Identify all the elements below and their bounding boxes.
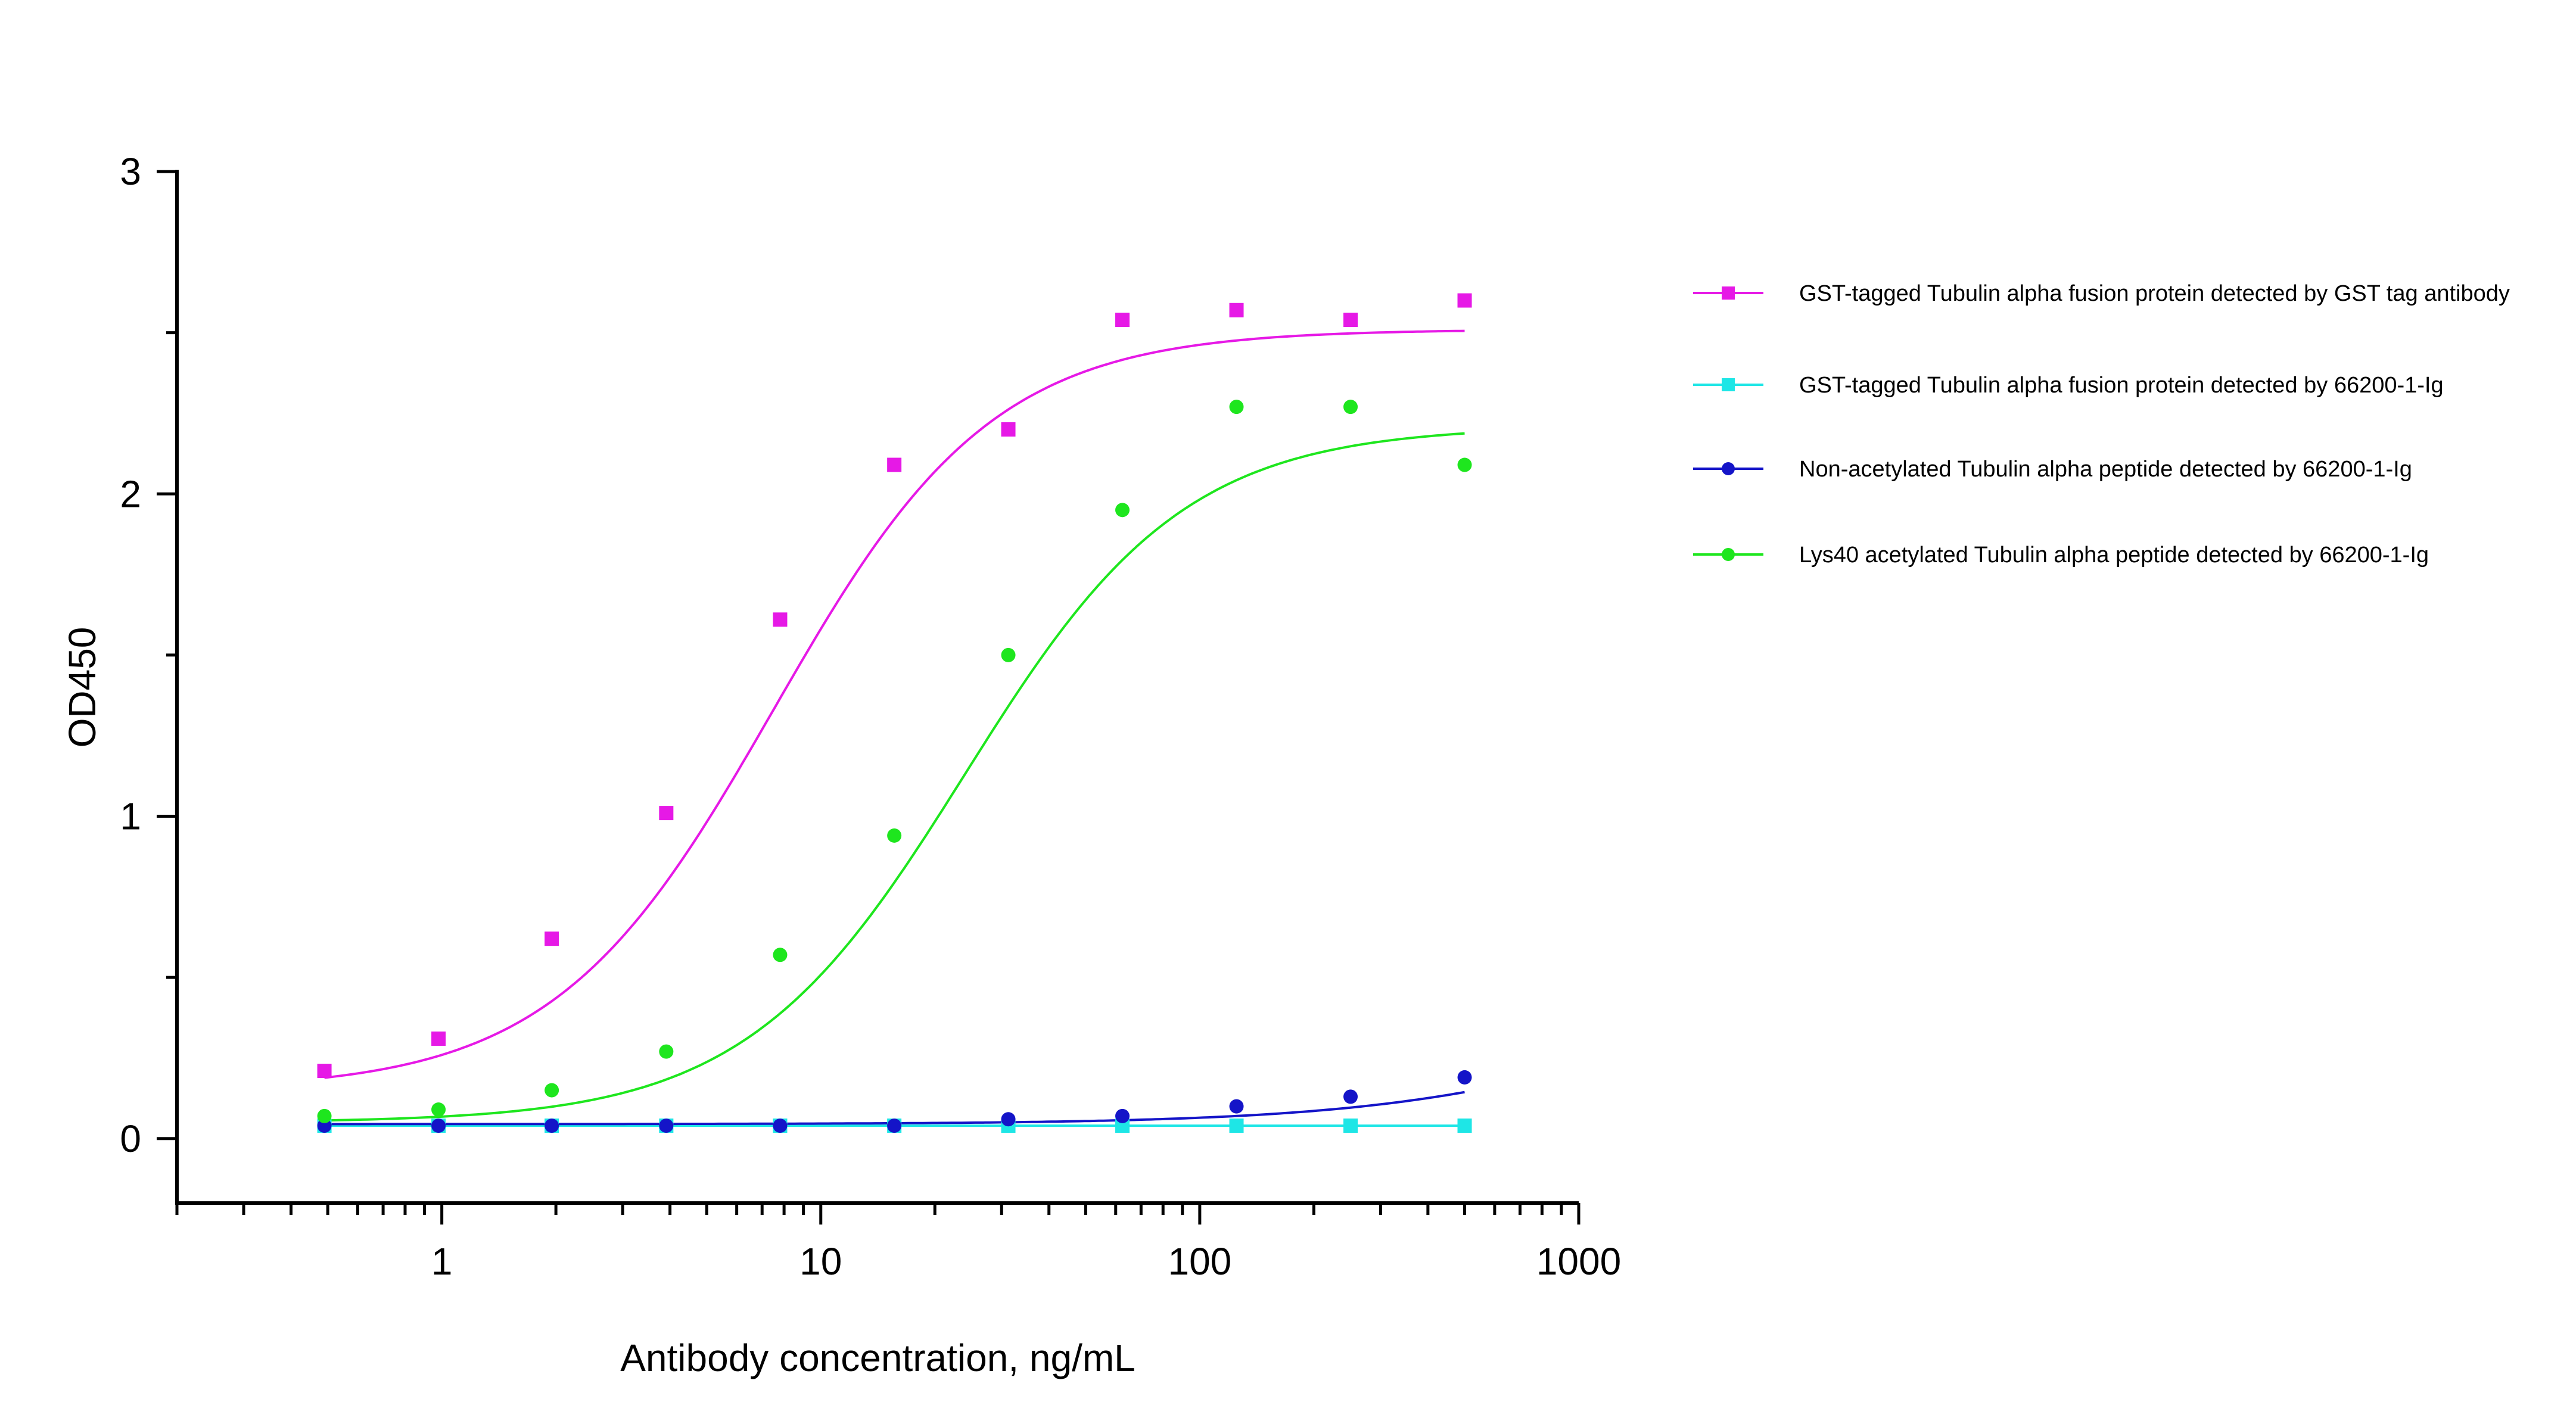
legend-marker-2 [1722, 378, 1735, 391]
data-point-s1 [545, 931, 559, 946]
data-point-s4 [545, 1083, 559, 1098]
data-point-s1 [1229, 303, 1244, 317]
data-point-s2 [1343, 1118, 1358, 1133]
data-points [317, 293, 1472, 1133]
data-point-s3 [545, 1118, 559, 1133]
data-point-s3 [887, 1118, 902, 1133]
legend-label-3: Non-acetylated Tubulin alpha peptide det… [1799, 457, 2412, 482]
x-tick-label: 1000 [1536, 1240, 1621, 1283]
data-point-s1 [1457, 293, 1472, 308]
data-point-s1 [659, 806, 674, 821]
x-tick-label: 100 [1168, 1240, 1231, 1283]
legend-label-1: GST-tagged Tubulin alpha fusion protein … [1799, 281, 2510, 306]
y-axis-title: OD450 [61, 627, 104, 748]
data-point-s4 [1115, 503, 1130, 518]
data-point-s1 [1001, 422, 1016, 437]
data-point-s1 [1115, 312, 1130, 327]
y-tick-label: 0 [120, 1117, 141, 1160]
data-point-s4 [431, 1102, 446, 1117]
data-point-s1 [317, 1064, 332, 1079]
data-point-s4 [1001, 647, 1016, 662]
data-point-s3 [1001, 1112, 1016, 1127]
data-point-s2 [1457, 1118, 1472, 1133]
legend-marker-1 [1722, 286, 1735, 300]
legend-marker-4 [1722, 548, 1735, 561]
legend-label-4: Lys40 acetylated Tubulin alpha peptide d… [1799, 543, 2429, 568]
data-point-s1 [431, 1031, 446, 1046]
data-point-s4 [1229, 400, 1244, 415]
data-point-s1 [1343, 312, 1358, 327]
data-point-s3 [431, 1118, 446, 1133]
data-point-s3 [1115, 1108, 1130, 1123]
legend-label-2: GST-tagged Tubulin alpha fusion protein … [1799, 373, 2444, 398]
x-axis-title: Antibody concentration, ng/mL [620, 1336, 1135, 1379]
x-tick-label: 10 [799, 1240, 842, 1283]
axes: 0 1 2 3 1 10 100 1000 [120, 150, 1621, 1283]
data-point-s3 [1343, 1089, 1358, 1104]
data-point-s3 [659, 1118, 674, 1133]
data-point-s3 [1457, 1070, 1472, 1085]
data-point-s3 [773, 1118, 788, 1133]
data-point-s4 [1343, 400, 1358, 415]
legend-marker-3 [1722, 462, 1735, 475]
y-tick-label: 3 [120, 150, 141, 193]
data-point-s1 [773, 612, 788, 627]
data-point-s4 [1457, 457, 1472, 472]
fit-curves [324, 329, 1465, 1127]
y-tick-label: 2 [120, 472, 141, 515]
fit-curve-1 [324, 329, 1465, 1079]
fit-curve-4 [324, 432, 1465, 1122]
x-tick-label: 1 [431, 1240, 453, 1283]
legend: GST-tagged Tubulin alpha fusion protein … [1693, 281, 2510, 568]
data-point-s4 [659, 1044, 674, 1059]
data-point-s1 [887, 457, 902, 472]
data-point-s3 [1229, 1099, 1244, 1114]
data-point-s4 [773, 948, 788, 962]
y-tick-label: 1 [120, 795, 141, 838]
data-point-s4 [317, 1108, 332, 1123]
data-point-s4 [887, 828, 902, 843]
data-point-s2 [1229, 1118, 1244, 1133]
